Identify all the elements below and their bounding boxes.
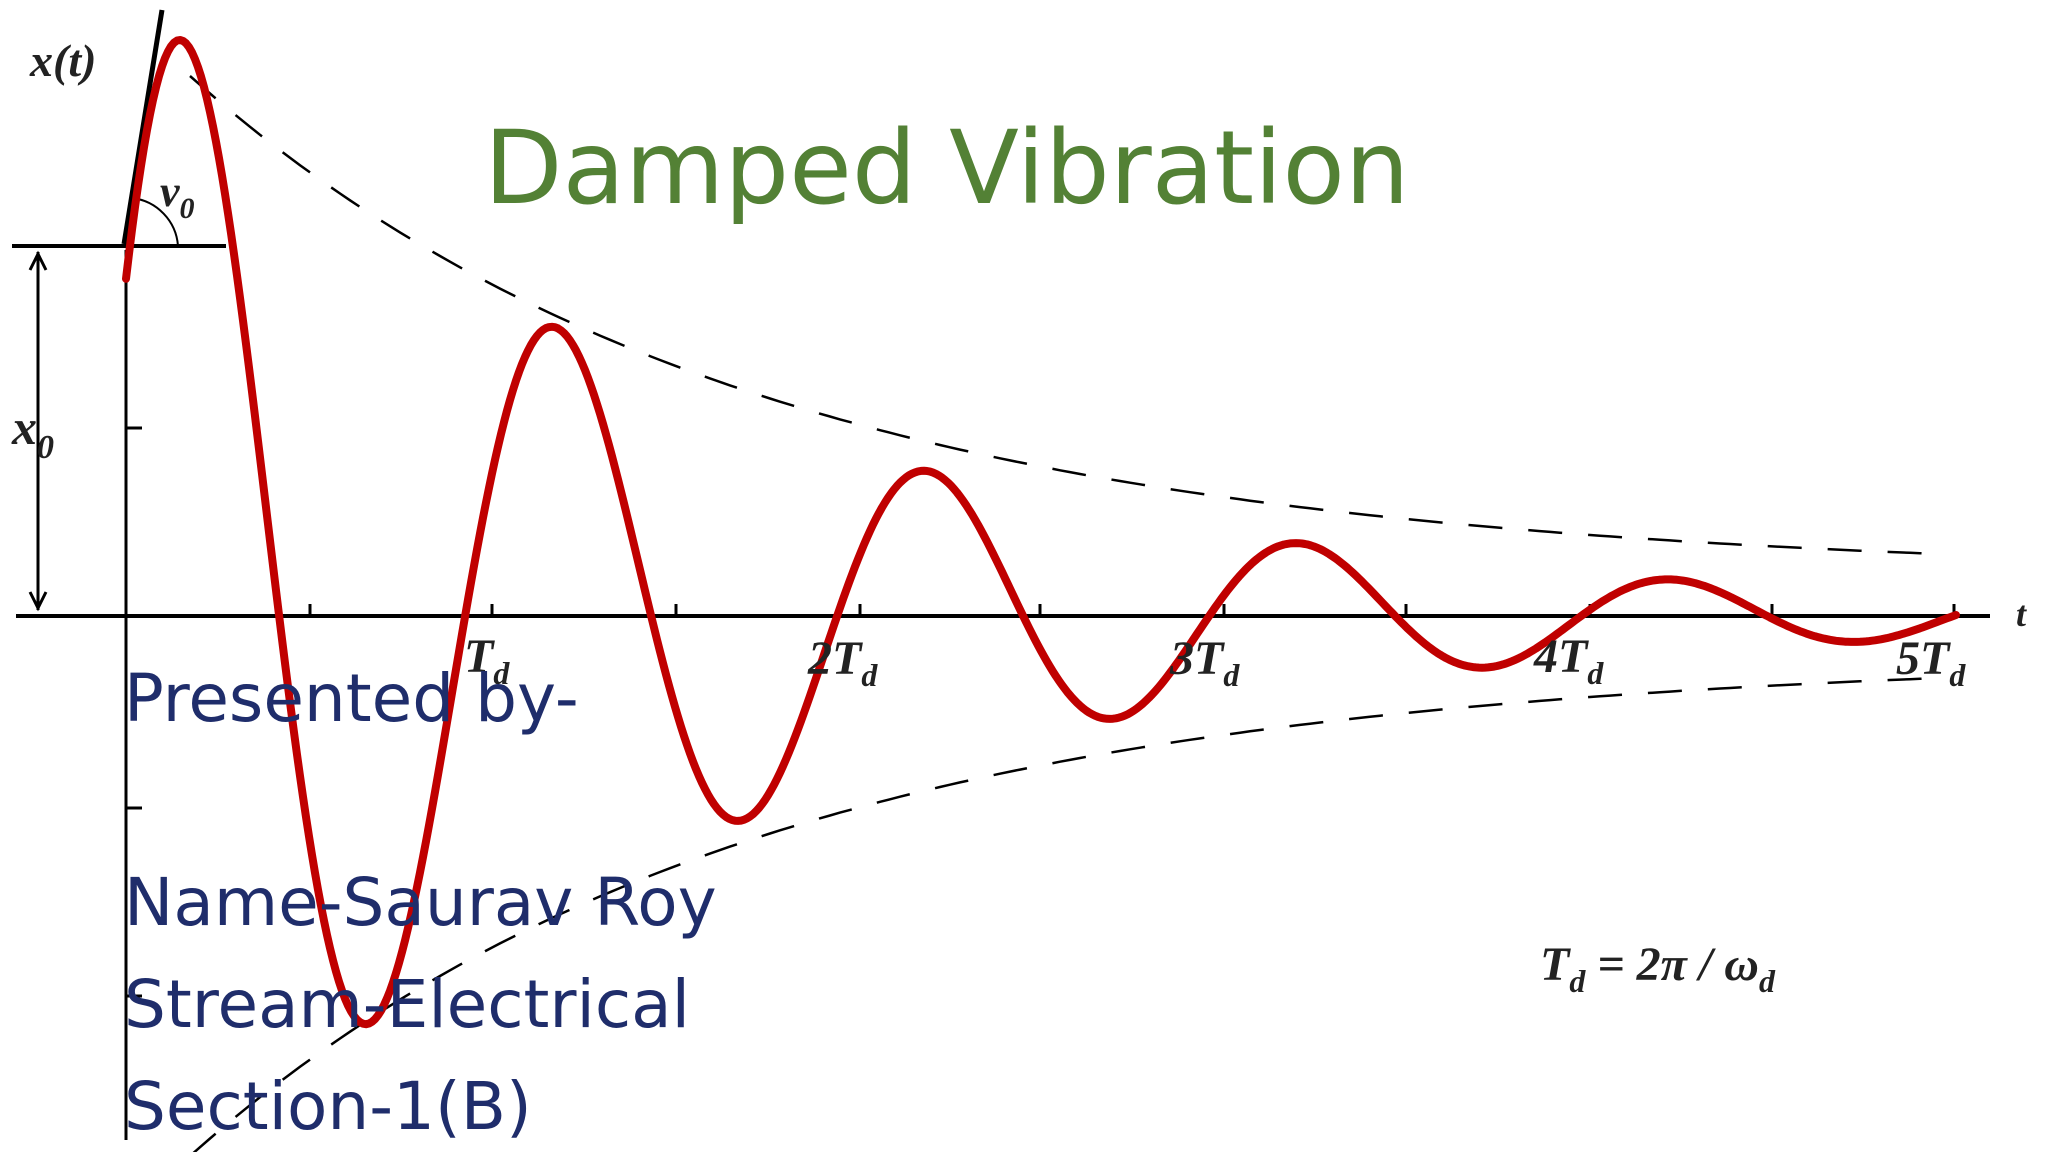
presenter-section: Section-1(B) — [124, 1068, 532, 1145]
formula-lhs: T — [1540, 938, 1571, 991]
damped-oscillation-curve — [122, 36, 1960, 1029]
period-tick-subscript: d — [1949, 657, 1966, 693]
x0-arrowhead-bottom — [28, 591, 48, 612]
presenter-info: Presented by- Name-Saurav Roy Stream-Ele… — [124, 648, 717, 1158]
x0-subscript: 0 — [37, 429, 54, 466]
upper-envelope — [189, 75, 1941, 556]
period-tick-coef: 3 — [1169, 632, 1194, 685]
period-tick-symbol: T — [1194, 632, 1225, 685]
v0-symbol: v — [160, 167, 180, 216]
period-tick-subscript: d — [861, 657, 878, 693]
decay-envelope — [189, 75, 1941, 1152]
spacer — [124, 750, 717, 852]
period-tick-symbol: T — [464, 630, 495, 683]
lower-envelope — [192, 676, 1941, 1152]
t-axis-label: t — [2016, 594, 2027, 634]
axes — [12, 9, 1990, 1140]
period-tick-subscript: d — [493, 655, 510, 691]
formula-lhs-subscript: d — [1569, 963, 1586, 999]
x0-arrowhead-top — [28, 250, 48, 271]
formula-rhs: = 2π / ω — [1585, 938, 1759, 991]
initial-displacement-label: x0 — [11, 399, 54, 466]
slide-title: Damped Vibration — [484, 109, 1410, 228]
initial-slope-line — [121, 9, 165, 245]
period-tick-coef: 2 — [807, 632, 832, 685]
x0-symbol: x — [11, 399, 37, 455]
formula-rhs-subscript: d — [1759, 963, 1776, 999]
presenter-name: Name-Saurav Roy — [124, 864, 717, 941]
period-tick-symbol: T — [1920, 632, 1951, 685]
period-tick-coef: 4 — [1533, 630, 1558, 683]
period-tick-symbol: T — [1558, 630, 1589, 683]
presenter-heading: Presented by- — [124, 660, 579, 737]
period-tick-label: Td — [464, 630, 510, 691]
slope-angle-arc — [131, 197, 179, 247]
period-tick-symbol: T — [832, 632, 863, 685]
period-tick-subscript: d — [1223, 657, 1240, 693]
initial-velocity-label: v0 — [160, 167, 195, 225]
period-tick-label: 2Td — [807, 632, 878, 693]
v0-subscript: 0 — [180, 192, 195, 225]
period-formula: Td = 2π / ωd — [1540, 938, 1776, 999]
presenter-stream: Stream-Electrical — [124, 966, 690, 1043]
period-tick-coef: 5 — [1896, 632, 1920, 685]
period-tick-label: 5Td — [1896, 632, 1966, 693]
y-axis-label: x(t) — [29, 35, 96, 86]
period-tick-label: 3Td — [1169, 632, 1240, 693]
period-tick-label: 4Td — [1533, 630, 1604, 691]
period-tick-subscript: d — [1587, 655, 1604, 691]
